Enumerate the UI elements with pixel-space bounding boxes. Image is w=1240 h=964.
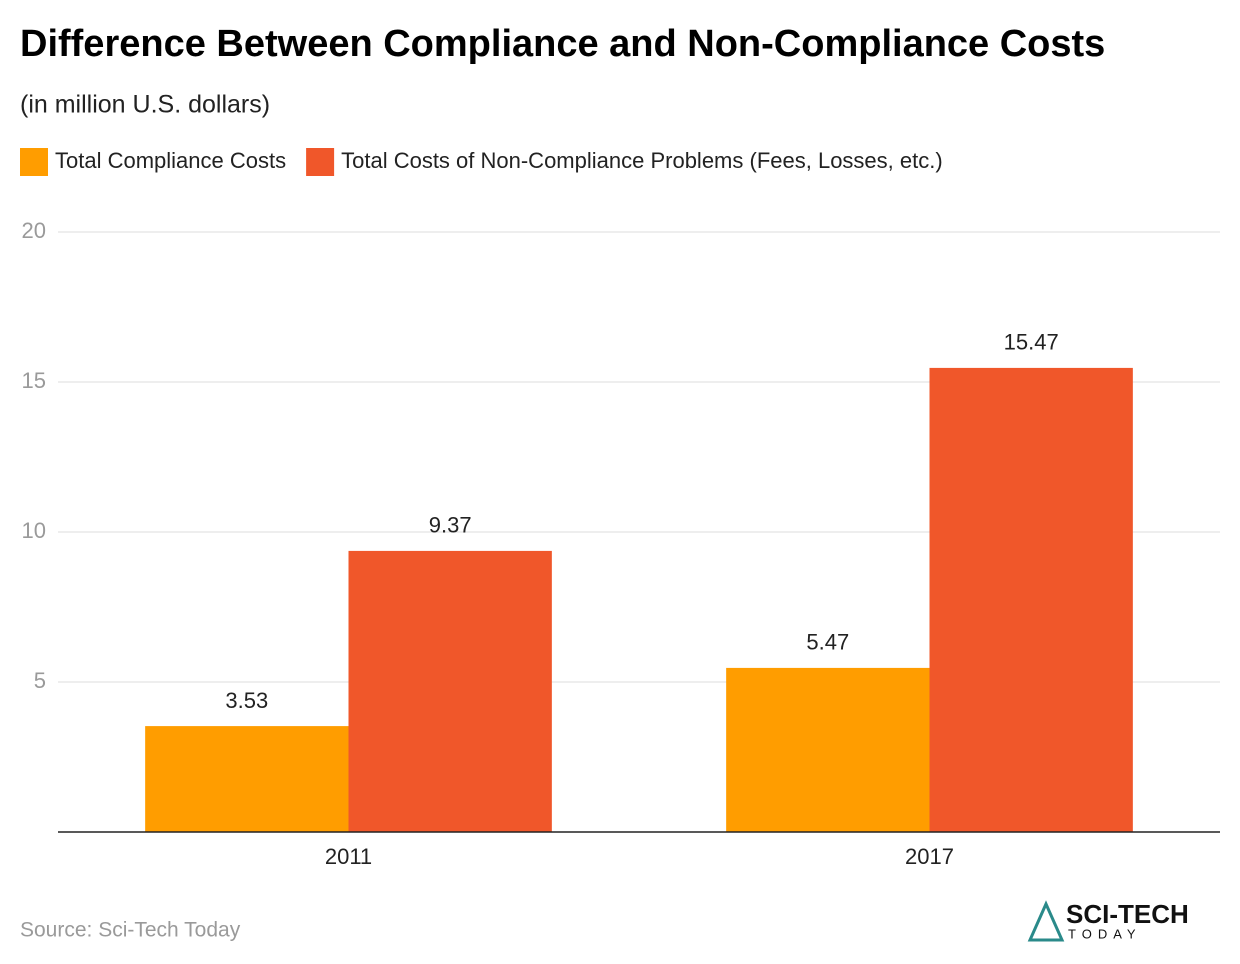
y-tick-label: 15 bbox=[22, 368, 46, 393]
y-tick-label: 20 bbox=[22, 218, 46, 243]
value-label: 3.53 bbox=[225, 688, 268, 713]
x-tick-label: 2011 bbox=[325, 844, 372, 869]
bar bbox=[348, 550, 552, 832]
chart-title: Difference Between Compliance and Non-Co… bbox=[20, 23, 1105, 65]
legend-swatch bbox=[306, 148, 335, 176]
x-tick-label: 2017 bbox=[905, 844, 954, 869]
legend-label: Total Compliance Costs bbox=[55, 148, 286, 173]
value-label: 9.37 bbox=[429, 513, 472, 538]
chart-subtitle: (in million U.S. dollars) bbox=[20, 91, 270, 119]
bar bbox=[145, 726, 349, 832]
logo-name: SCI-TECH bbox=[1066, 899, 1189, 929]
logo: SCI-TECH TODAY bbox=[1027, 899, 1189, 942]
legend-label: Total Costs of Non-Compliance Problems (… bbox=[341, 148, 943, 173]
bar bbox=[726, 667, 930, 832]
source: Source: Sci-Tech Today bbox=[20, 919, 241, 942]
logo-tagline: TODAY bbox=[1068, 926, 1142, 941]
logo-icon bbox=[1027, 900, 1065, 942]
y-tick-label: 5 bbox=[34, 668, 46, 693]
y-tick-label: 10 bbox=[22, 518, 46, 543]
legend-swatch bbox=[20, 148, 48, 176]
bar bbox=[929, 367, 1133, 832]
value-label: 15.47 bbox=[1004, 330, 1059, 355]
value-label: 5.47 bbox=[806, 630, 849, 655]
